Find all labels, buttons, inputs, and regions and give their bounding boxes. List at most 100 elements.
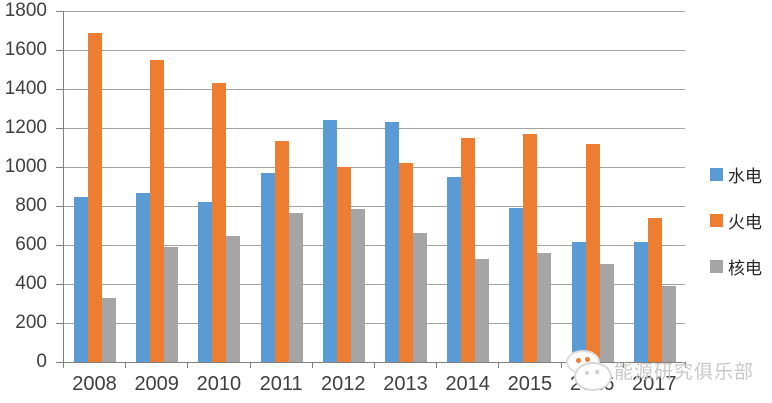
x-axis-tick-label: 2011 [259,373,303,395]
bar-核电-2017 [661,285,676,362]
bar-火电-2016 [585,143,600,362]
horizontal-gridline [63,11,685,12]
x-axis-tick-label: 2015 [507,373,553,395]
bar-水电-2008 [74,197,88,362]
bar-火电-2012 [336,167,351,362]
bar-水电-2011 [260,172,275,362]
x-axis-tick [685,362,686,368]
watermark-text: 能源研究俱乐部 [614,361,755,383]
legend-item-水电: 水电 [710,162,762,187]
y-axis-tick-label: 1800 [4,0,47,21]
horizontal-gridline [63,89,685,90]
legend-label: 核电 [728,259,762,278]
bar-水电-2009 [136,193,151,362]
horizontal-gridline [63,245,685,246]
y-axis-tick [56,362,63,363]
y-axis-tick-label: 1200 [4,117,47,138]
x-axis-tick-label: 2009 [134,373,179,395]
x-axis-tick-label: 2008 [72,373,117,395]
y-axis-tick [56,323,63,324]
legend-item-火电: 火电 [710,208,762,233]
bar-水电-2014 [447,176,462,363]
bar-核电-2008 [102,297,116,362]
y-axis-tick-label: 600 [15,234,47,255]
x-axis-tick-label: 2014 [445,373,490,395]
x-axis-tick-label: 2017 [632,373,677,395]
bar-水电-2015 [509,207,524,362]
y-axis-tick-label: 800 [15,195,47,216]
bar-水电-2012 [322,120,337,362]
bar-水电-2017 [633,242,648,362]
bar-火电-2009 [150,59,165,363]
horizontal-gridline [63,128,685,129]
y-axis-tick [56,206,63,207]
bar-火电-2014 [461,137,476,362]
x-axis-tick [560,362,562,368]
x-axis-tick [622,362,624,368]
x-axis-tick [374,362,375,368]
y-axis-tick-label: 1000 [4,156,47,177]
bar-火电-2017 [647,217,662,362]
bubble-eye [595,370,599,374]
watermark: 能源研究俱乐部 [558,346,754,394]
bubble-eye [576,358,581,363]
y-axis-line [63,11,64,362]
legend-swatch-水电 [710,168,723,181]
x-axis-tick-label: 2013 [383,373,428,395]
bar-火电-2013 [399,163,413,362]
y-axis-tick [56,284,63,285]
y-axis-tick [56,89,63,90]
y-axis-tick [56,50,63,51]
bar-核电-2010 [226,236,241,362]
bar-火电-2015 [523,133,538,362]
bar-火电-2011 [274,140,289,362]
bubble-eye [585,371,589,375]
y-axis-tick-label: 400 [15,273,47,294]
legend: 水电 火电 核电 [710,162,762,300]
x-axis-tick [249,362,251,368]
bar-水电-2016 [571,242,586,362]
bar-水电-2013 [385,122,399,362]
legend-item-核电: 核电 [710,254,762,279]
x-axis-tick-label: 2012 [321,373,366,395]
legend-label: 火电 [728,213,762,232]
y-axis-tick [56,245,63,246]
x-axis-tick [125,362,127,368]
horizontal-gridline [63,50,685,51]
legend-swatch-核电 [710,260,723,273]
bar-火电-2010 [212,83,227,362]
wechat-chat-bubbles-icon [558,346,612,394]
bar-核电-2015 [537,252,552,362]
bar-核电-2013 [413,233,427,362]
y-axis-tick-label: 1400 [4,78,47,99]
chat-bubble-big [574,362,612,391]
legend-label: 水电 [728,167,762,186]
x-axis-tick [311,362,313,368]
bubble-eye [585,357,590,362]
x-axis-tick [187,362,189,368]
bar-火电-2008 [88,33,102,362]
y-axis-tick [56,167,63,168]
x-axis-tick [63,362,64,368]
y-axis-tick [56,128,63,129]
bar-水电-2010 [198,202,213,362]
horizontal-gridline [63,167,685,168]
horizontal-gridline [63,323,685,324]
bar-核电-2016 [599,263,614,362]
y-axis-tick-label: 0 [36,351,47,372]
bar-核电-2014 [475,258,490,362]
bar-核电-2012 [350,208,365,362]
y-axis-tick [56,11,63,12]
legend-swatch-火电 [710,214,723,227]
y-axis-tick-label: 1600 [4,39,47,60]
horizontal-gridline [63,206,685,207]
bar-核电-2011 [288,212,303,362]
y-axis-tick-label: 200 [15,312,47,333]
x-axis-tick [498,362,500,368]
x-axis-tick-label: 2010 [196,373,242,395]
